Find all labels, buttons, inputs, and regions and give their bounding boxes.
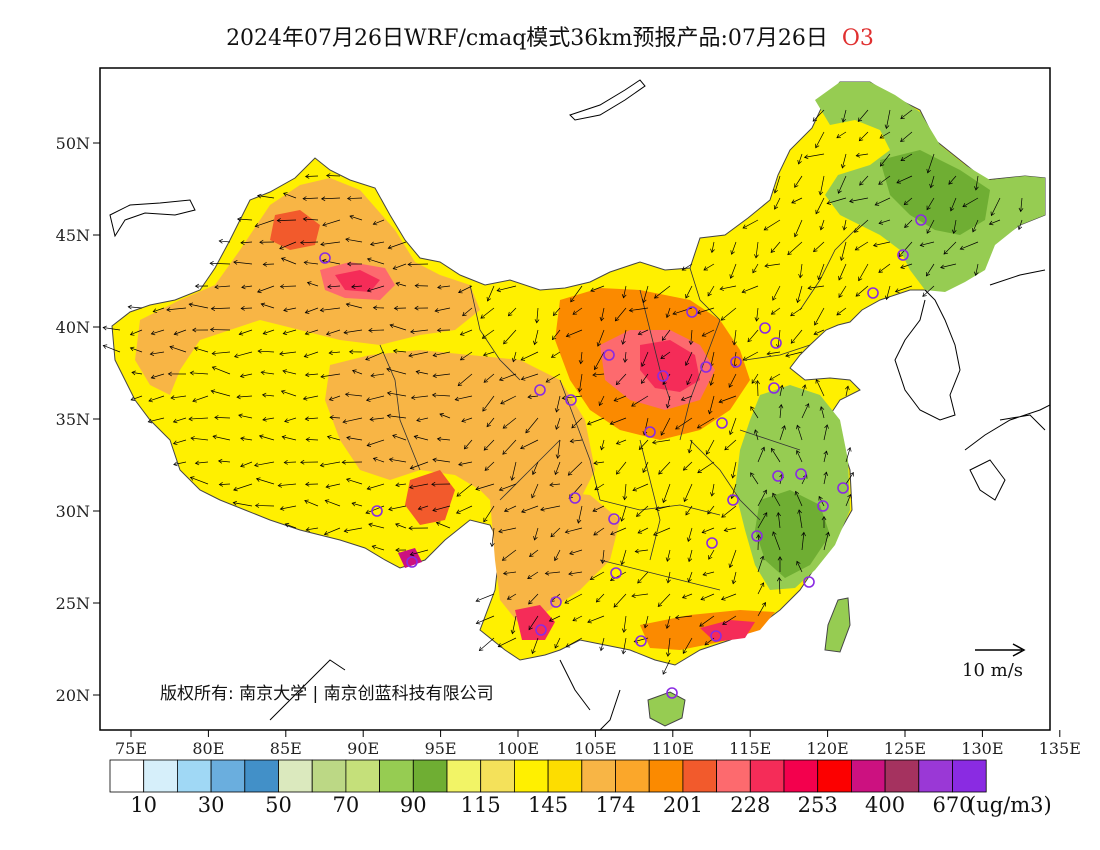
legend-swatch	[446, 759, 482, 793]
legend-swatch	[918, 759, 953, 793]
legend-swatch	[379, 759, 414, 793]
legend-swatch	[682, 759, 718, 793]
lon-tick-label: 125E	[884, 739, 926, 758]
legend-swatch	[615, 759, 650, 793]
baikal-coastline	[569, 79, 646, 121]
tianshan-peak-o3	[270, 210, 320, 250]
legend-tick-label: 670	[932, 793, 973, 817]
guangdong-red	[700, 620, 755, 642]
sakhalin-coastline	[989, 269, 1046, 286]
legend-swatch	[952, 759, 987, 793]
legend-swatch	[109, 759, 145, 793]
lon-tick-label: 110E	[652, 739, 694, 758]
legend-swatch	[176, 759, 212, 793]
title-text: 2024年07月26日WRF/cmaq模式36km预报产品:07月26日	[226, 26, 828, 51]
yunnan-red	[515, 605, 555, 640]
legend-swatch	[851, 759, 886, 793]
lon-tick-label: 115E	[729, 739, 771, 758]
pollutant-species: O3	[841, 26, 874, 51]
legend-swatch	[143, 759, 178, 793]
color-legend	[109, 759, 987, 793]
lon-tick-label: 85E	[270, 739, 302, 758]
lat-tick-label: 25N	[56, 594, 90, 613]
legend-swatch	[648, 759, 684, 793]
lon-tick-label: 135E	[1039, 739, 1081, 758]
taiwan-island	[824, 597, 851, 653]
legend-swatch	[278, 759, 313, 793]
legend-swatch	[311, 759, 347, 793]
legend-swatch	[884, 759, 920, 793]
legend-swatch	[244, 759, 279, 793]
lat-tick-label: 40N	[56, 318, 90, 337]
lat-tick-label: 50N	[56, 134, 90, 153]
lat-tick-label: 35N	[56, 410, 90, 429]
xinjiang-high-o3	[135, 178, 480, 395]
legend-swatch	[749, 759, 785, 793]
wind-scale	[975, 643, 1026, 657]
legend-swatch	[345, 759, 380, 793]
map-axes: 75E 80E 85E 90E 95E 100E 105E 110E 115E 120E 125E 1…	[56, 134, 1081, 758]
southwest-orange	[490, 490, 620, 625]
wind-scale-label: 10 m/s	[962, 660, 1023, 681]
northeast-dark-green	[880, 150, 990, 235]
wind-vectors	[102, 109, 1024, 675]
legend-swatch	[817, 759, 852, 793]
korea-coastline	[894, 289, 961, 421]
legend-swatch	[581, 759, 616, 793]
legend-tick-label: 174	[595, 793, 636, 817]
lat-tick-label: 30N	[56, 502, 90, 521]
monitoring-stations	[319, 214, 927, 699]
lon-tick-label: 90E	[347, 739, 379, 758]
legend-tick-label: 70	[332, 793, 360, 817]
lon-tick-label: 80E	[192, 739, 224, 758]
lon-tick-label: 95E	[425, 739, 457, 758]
legend-tick-label: 90	[399, 793, 427, 817]
legend-tick-label: 400	[865, 793, 906, 817]
hainan-island	[647, 691, 686, 727]
tibet-orange-o3	[325, 350, 595, 520]
japan-coastline	[964, 404, 1050, 501]
legend-tick-label: 50	[265, 793, 292, 817]
balkhash-coastline	[109, 199, 196, 238]
lon-tick-label: 120E	[806, 739, 848, 758]
legend-tick-label: 145	[528, 793, 569, 817]
legend-tick-label: 10	[130, 793, 158, 817]
north-china-core	[640, 340, 700, 392]
legend-swatch	[480, 759, 515, 793]
copyright-notice: 版权所有: 南京大学 | 南京创蓝科技有限公司	[160, 684, 494, 704]
tibet-south-peak	[405, 470, 455, 525]
bay-of-bengal-coast	[269, 659, 346, 721]
legend-tick-label: 228	[730, 793, 771, 817]
map-title: 2024年07月26日WRF/cmaq模式36km预报产品:07月26日 O3	[0, 20, 1100, 52]
province-boundaries	[379, 224, 861, 591]
indochina-coastline	[559, 659, 621, 730]
legend-swatch	[783, 759, 819, 793]
lat-tick-label: 45N	[56, 226, 90, 245]
legend-swatch	[514, 759, 549, 793]
turpan-core-o3	[335, 270, 380, 292]
legend-swatch	[716, 759, 751, 793]
lon-tick-label: 75E	[115, 739, 147, 758]
legend-unit: (ug/m3)	[968, 793, 1052, 817]
legend-tick-label: 201	[662, 793, 703, 817]
legend-swatch	[412, 759, 448, 793]
lon-tick-label: 105E	[574, 739, 616, 758]
lon-tick-label: 130E	[961, 739, 1003, 758]
lat-tick-label: 20N	[56, 686, 90, 705]
lon-tick-label: 100E	[497, 739, 539, 758]
legend-swatch	[210, 759, 246, 793]
legend-tick-label: 115	[460, 793, 501, 817]
legend-tick-label: 30	[197, 793, 225, 817]
legend-tick-label: 253	[797, 793, 838, 817]
east-china-dark-green	[755, 490, 830, 578]
legend-swatch	[547, 759, 583, 793]
